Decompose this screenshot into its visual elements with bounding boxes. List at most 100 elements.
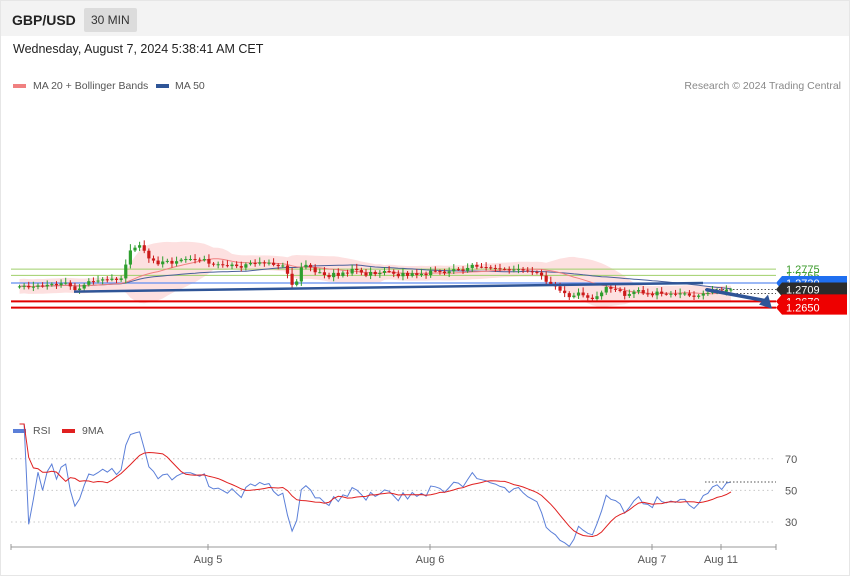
research-credit: Research © 2024 Trading Central bbox=[684, 80, 841, 92]
candle-body bbox=[138, 245, 142, 248]
candle-body bbox=[332, 272, 336, 278]
candle-body bbox=[165, 260, 169, 262]
candle-body bbox=[345, 272, 350, 274]
candle-body bbox=[45, 284, 49, 287]
candle-body bbox=[17, 286, 22, 288]
candle-body bbox=[64, 282, 68, 284]
time-label-aug-11: Aug 11 bbox=[704, 554, 738, 566]
candle-body bbox=[724, 289, 728, 292]
legend-swatch-ma20 bbox=[13, 84, 26, 88]
candle-body bbox=[156, 260, 160, 265]
candle-body bbox=[461, 269, 465, 271]
forecast-arrow-shaft bbox=[705, 288, 767, 303]
candle-body bbox=[396, 273, 400, 277]
candle-body bbox=[581, 292, 585, 296]
candle-body bbox=[327, 275, 331, 278]
candle-body bbox=[623, 290, 627, 296]
candle-body bbox=[114, 278, 119, 280]
candle-body bbox=[350, 268, 354, 274]
candle-body bbox=[216, 264, 220, 266]
candle-body bbox=[567, 293, 571, 298]
candle-body bbox=[678, 293, 682, 295]
candle-body bbox=[27, 285, 31, 288]
candle-body bbox=[82, 284, 86, 289]
timeframe-button[interactable]: 30 MIN bbox=[84, 8, 137, 32]
candle-body bbox=[105, 279, 109, 281]
legend-ma20: MA 20 + Bollinger Bands bbox=[33, 80, 149, 92]
candle-body bbox=[235, 264, 239, 267]
rsi-line bbox=[19, 423, 732, 548]
candle-body bbox=[267, 262, 271, 264]
legend-swatch-9ma bbox=[62, 429, 75, 433]
candle-body bbox=[244, 264, 248, 268]
candle-body bbox=[442, 271, 447, 274]
candle-body bbox=[211, 263, 216, 265]
legend-rsi: RSI bbox=[33, 425, 51, 437]
candle-body bbox=[142, 245, 146, 251]
candle-body bbox=[419, 273, 424, 276]
candle-body bbox=[673, 293, 678, 295]
candle-body bbox=[373, 271, 377, 275]
candle-body bbox=[50, 283, 54, 285]
time-label-aug-7: Aug 7 bbox=[638, 554, 667, 566]
candle-body bbox=[341, 272, 345, 276]
candle-body bbox=[429, 270, 433, 276]
candle-body bbox=[664, 293, 668, 295]
candle-body bbox=[627, 294, 631, 296]
candle-body bbox=[170, 260, 174, 264]
candle-body bbox=[424, 273, 428, 276]
candle-body bbox=[364, 272, 368, 276]
candle-body bbox=[539, 272, 544, 276]
candle-body bbox=[401, 272, 405, 277]
candle-body bbox=[456, 269, 460, 271]
candle-body bbox=[618, 289, 622, 291]
candle-body bbox=[73, 286, 77, 291]
candle-body bbox=[410, 273, 414, 276]
candle-body bbox=[636, 290, 641, 292]
candle-body bbox=[318, 272, 322, 274]
candle-body bbox=[576, 292, 581, 296]
candle-body bbox=[479, 266, 484, 268]
candle-body bbox=[526, 270, 530, 272]
candle-body bbox=[290, 273, 294, 285]
candle-body bbox=[239, 266, 243, 268]
candle-body bbox=[59, 283, 63, 286]
candle-body bbox=[466, 267, 470, 271]
candle-body bbox=[96, 280, 100, 282]
rsi-tick-50: 50 bbox=[785, 485, 797, 497]
candle-body bbox=[604, 286, 608, 293]
candle-body bbox=[207, 259, 211, 264]
candle-body bbox=[272, 262, 276, 265]
candle-body bbox=[590, 297, 594, 299]
candle-body bbox=[119, 278, 123, 280]
candle-body bbox=[516, 269, 521, 271]
candle-body bbox=[646, 293, 650, 295]
candle-body bbox=[609, 286, 613, 289]
candle-body bbox=[193, 259, 197, 261]
candle-body bbox=[507, 269, 511, 271]
time-label-aug-5: Aug 5 bbox=[194, 554, 223, 566]
candle-body bbox=[295, 281, 299, 285]
candle-body bbox=[221, 264, 225, 266]
candle-body bbox=[230, 264, 234, 267]
candle-body bbox=[503, 268, 507, 270]
candle-body bbox=[184, 259, 188, 261]
candle-body bbox=[563, 290, 567, 294]
candle-body bbox=[484, 267, 488, 269]
candle-body bbox=[558, 286, 562, 291]
candle-body bbox=[655, 291, 659, 296]
candle-body bbox=[572, 295, 576, 298]
candle-body bbox=[336, 272, 340, 276]
candle-body bbox=[512, 269, 516, 271]
candle-body bbox=[595, 296, 599, 299]
candle-body bbox=[41, 285, 45, 287]
candle-body bbox=[355, 268, 359, 271]
candle-body bbox=[54, 283, 59, 286]
candle-body bbox=[91, 281, 96, 283]
candle-body bbox=[521, 269, 525, 271]
candle-body bbox=[299, 267, 303, 282]
candle-body bbox=[22, 285, 26, 287]
legend-swatch-ma50 bbox=[156, 84, 169, 88]
candle-body bbox=[262, 262, 266, 264]
